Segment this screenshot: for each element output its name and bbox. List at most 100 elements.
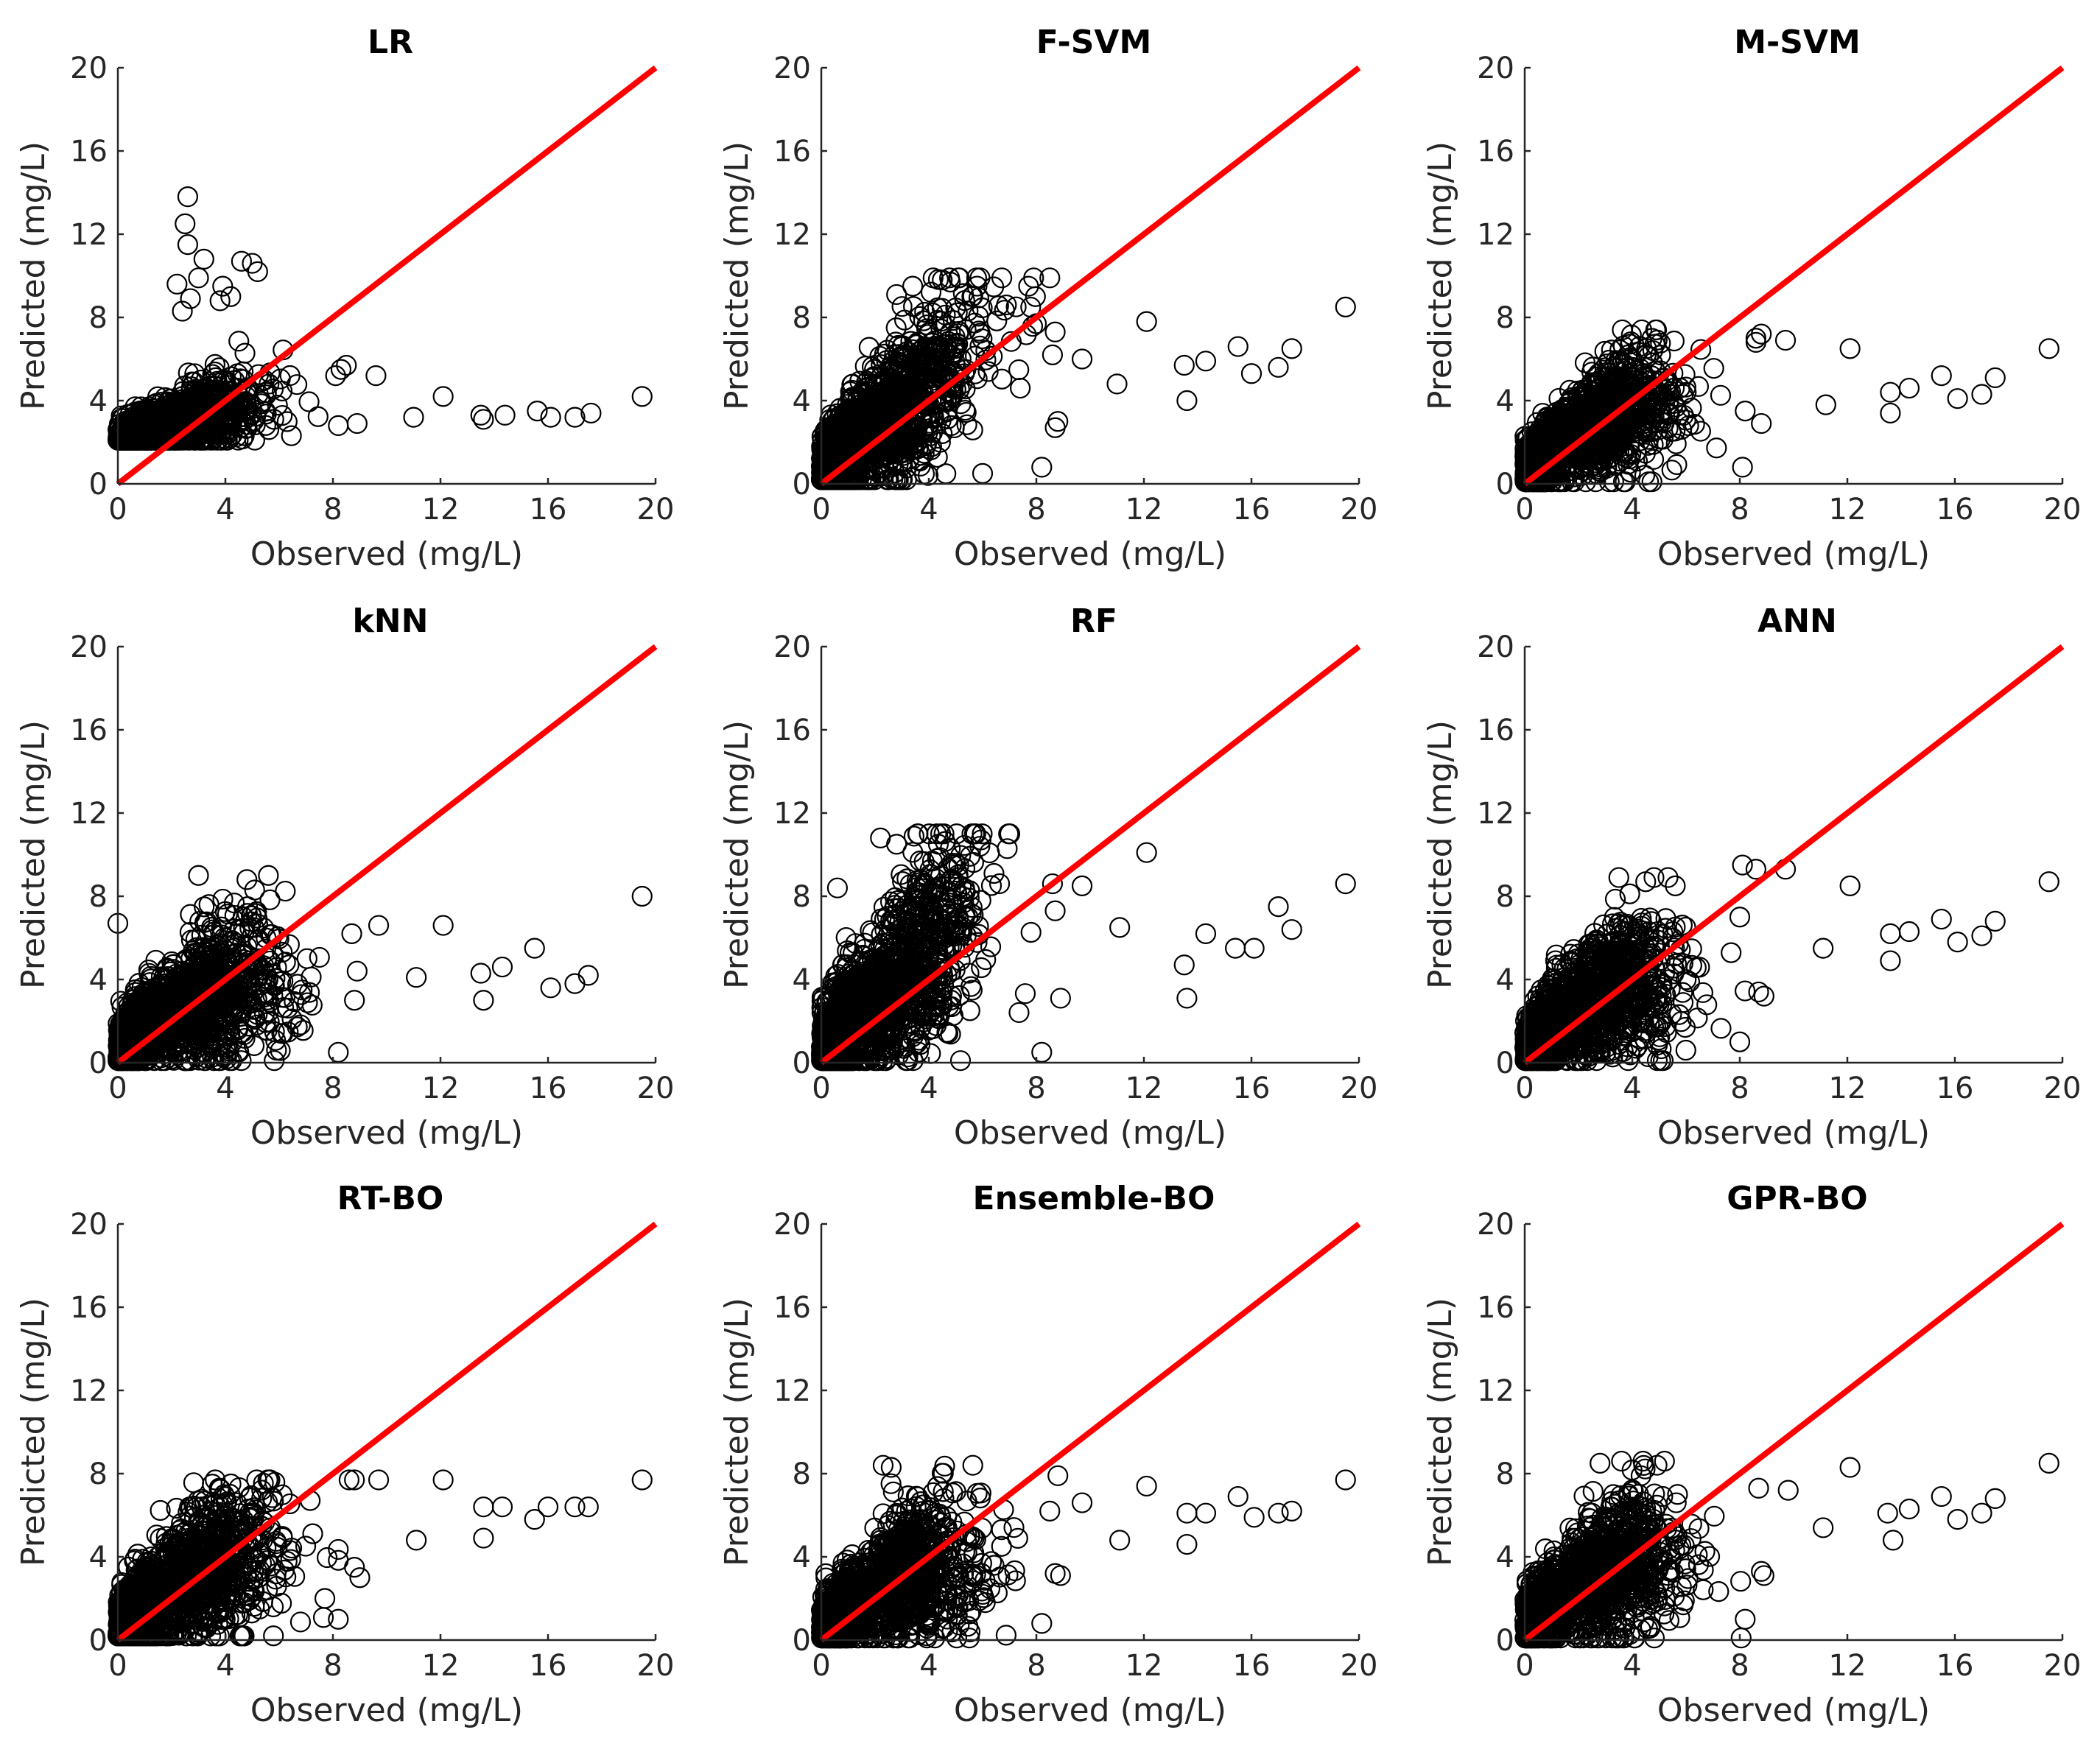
data-point: [155, 409, 178, 430]
data-point: [1603, 471, 1624, 493]
data-point: [818, 469, 840, 490]
data-point: [1690, 421, 1711, 442]
data-point: [527, 401, 548, 422]
data-point: [188, 267, 209, 289]
data-point: [841, 379, 863, 401]
x-tick-label: 0: [812, 493, 830, 527]
data-point: [966, 275, 988, 297]
data-point: [298, 391, 320, 412]
scatter-series: [107, 186, 653, 451]
x-tick-label: 16: [530, 493, 567, 527]
x-axis-label: Observed (mg/L): [250, 535, 523, 573]
y-tick-label: 8: [1496, 301, 1514, 335]
y-tick-label: 4: [1496, 384, 1514, 418]
data-point: [941, 345, 962, 366]
data-point: [1751, 412, 1772, 435]
data-point: [1227, 336, 1249, 357]
data-point: [1586, 371, 1607, 393]
data-point: [133, 418, 155, 440]
data-point: [1593, 432, 1615, 454]
data-point: [972, 297, 993, 319]
data-point: [250, 393, 272, 415]
data-point: [1703, 358, 1724, 379]
data-point: [994, 300, 1015, 321]
x-tick-label: 16: [1233, 493, 1271, 527]
data-point: [947, 333, 969, 355]
x-tick-label: 20: [637, 493, 675, 527]
data-point: [206, 395, 228, 417]
data-point: [212, 275, 233, 297]
data-point: [1335, 296, 1356, 317]
data-point: [1688, 376, 1710, 397]
data-point: [969, 323, 991, 344]
y-tick-label: 12: [70, 218, 108, 252]
data-point: [909, 359, 930, 381]
y-tick-label: 16: [1477, 135, 1514, 169]
data-point: [961, 286, 983, 307]
data-point: [909, 306, 930, 327]
data-point: [1537, 407, 1558, 428]
data-point: [1071, 348, 1093, 370]
data-point: [1839, 338, 1861, 359]
data-point: [833, 422, 854, 444]
data-point: [854, 377, 877, 399]
data-point: [883, 439, 905, 460]
data-point: [2038, 338, 2059, 359]
data-point: [1645, 319, 1666, 341]
data-point: [1582, 356, 1604, 378]
data-point: [247, 261, 268, 282]
data-point: [1545, 432, 1567, 453]
data-point: [1595, 457, 1618, 479]
data-point: [270, 368, 291, 390]
data-point: [175, 403, 196, 424]
data-point: [272, 405, 293, 426]
x-tick-label: 12: [422, 493, 460, 527]
y-axis-label: Predicted (mg/L): [1422, 141, 1459, 410]
data-point: [1643, 434, 1664, 455]
data-point: [968, 287, 990, 309]
data-point: [930, 318, 952, 340]
data-point: [1634, 465, 1656, 486]
data-point: [177, 234, 198, 256]
data-point: [307, 406, 329, 427]
data-point: [470, 404, 491, 426]
data-point: [903, 384, 924, 407]
x-tick-label: 16: [1936, 493, 1974, 527]
data-point: [1637, 420, 1659, 441]
y-tick-label: 20: [1477, 52, 1514, 85]
data-point: [983, 276, 1005, 298]
data-point: [861, 356, 883, 378]
x-tick-label: 20: [1341, 493, 1378, 527]
data-point: [1589, 445, 1610, 466]
data-point: [1612, 319, 1633, 341]
data-point: [889, 360, 910, 381]
y-tick-label: 4: [89, 384, 108, 418]
data-point: [1559, 379, 1581, 401]
data-point: [494, 404, 516, 426]
data-point: [947, 302, 968, 323]
data-point: [309, 946, 330, 968]
data-point: [231, 250, 252, 272]
data-point: [217, 419, 238, 440]
x-axis-label: Observed (mg/L): [954, 535, 1226, 573]
data-point: [1710, 384, 1732, 406]
data-point: [1573, 385, 1595, 407]
data-point: [1622, 410, 1643, 432]
data-point: [1047, 411, 1069, 432]
data-point: [1641, 405, 1662, 426]
data-point: [885, 401, 907, 422]
data-point: [631, 386, 653, 407]
data-point: [1674, 364, 1696, 385]
data-point: [132, 411, 153, 432]
data-point: [962, 419, 983, 440]
data-point: [272, 941, 293, 963]
data-point: [325, 365, 346, 387]
data-point: [1655, 379, 1676, 401]
data-point: [403, 407, 424, 428]
data-point: [895, 364, 916, 386]
data-point: [913, 310, 935, 331]
data-point: [1615, 471, 1636, 493]
data-point: [858, 469, 880, 490]
